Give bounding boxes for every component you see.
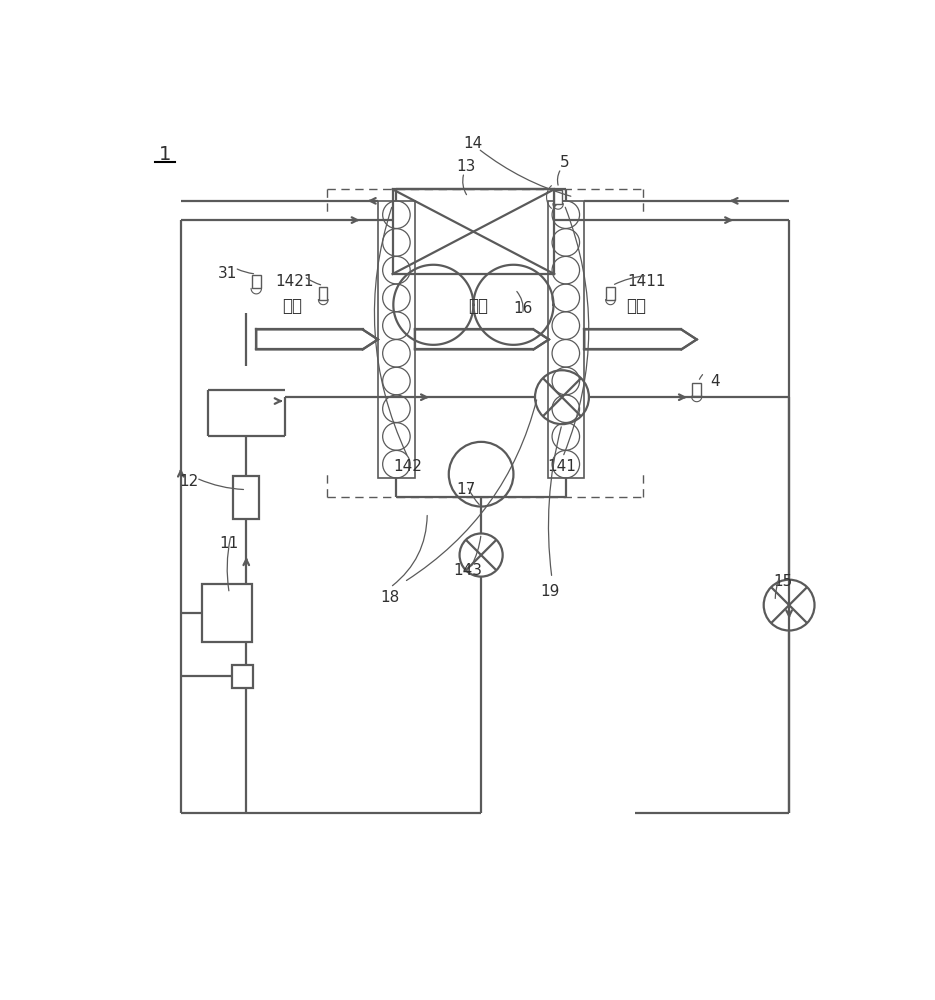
Text: 12: 12 (179, 474, 198, 489)
Polygon shape (415, 329, 549, 349)
Bar (252, 275, 261, 288)
Text: 出风: 出风 (626, 297, 647, 315)
Bar (233, 476, 259, 519)
Text: 1: 1 (159, 145, 172, 164)
Bar (548, 201, 583, 478)
Text: 141: 141 (548, 459, 576, 474)
Text: 14: 14 (464, 136, 483, 151)
Text: 17: 17 (456, 482, 475, 497)
Text: 15: 15 (773, 574, 793, 589)
Bar (379, 201, 414, 478)
Polygon shape (584, 329, 697, 349)
Text: 143: 143 (453, 563, 482, 578)
Text: 11: 11 (219, 536, 238, 551)
Text: 进风: 进风 (282, 297, 302, 315)
Bar (232, 665, 253, 688)
Bar (607, 287, 614, 300)
Text: 1411: 1411 (627, 274, 666, 289)
Bar (393, 189, 554, 274)
Bar (319, 287, 327, 300)
Text: 31: 31 (217, 266, 237, 282)
Text: 1421: 1421 (276, 274, 314, 289)
Text: 4: 4 (711, 374, 720, 389)
Bar (693, 383, 701, 396)
Polygon shape (256, 329, 378, 349)
Text: 142: 142 (394, 459, 423, 474)
Circle shape (449, 442, 513, 507)
Text: 13: 13 (456, 159, 475, 174)
Bar (202, 584, 252, 642)
Text: 5: 5 (559, 155, 569, 170)
Bar (554, 190, 563, 204)
Text: 18: 18 (381, 590, 400, 605)
Text: 16: 16 (513, 301, 533, 316)
Text: 19: 19 (540, 584, 560, 599)
Text: 凉风: 凉风 (468, 297, 488, 315)
